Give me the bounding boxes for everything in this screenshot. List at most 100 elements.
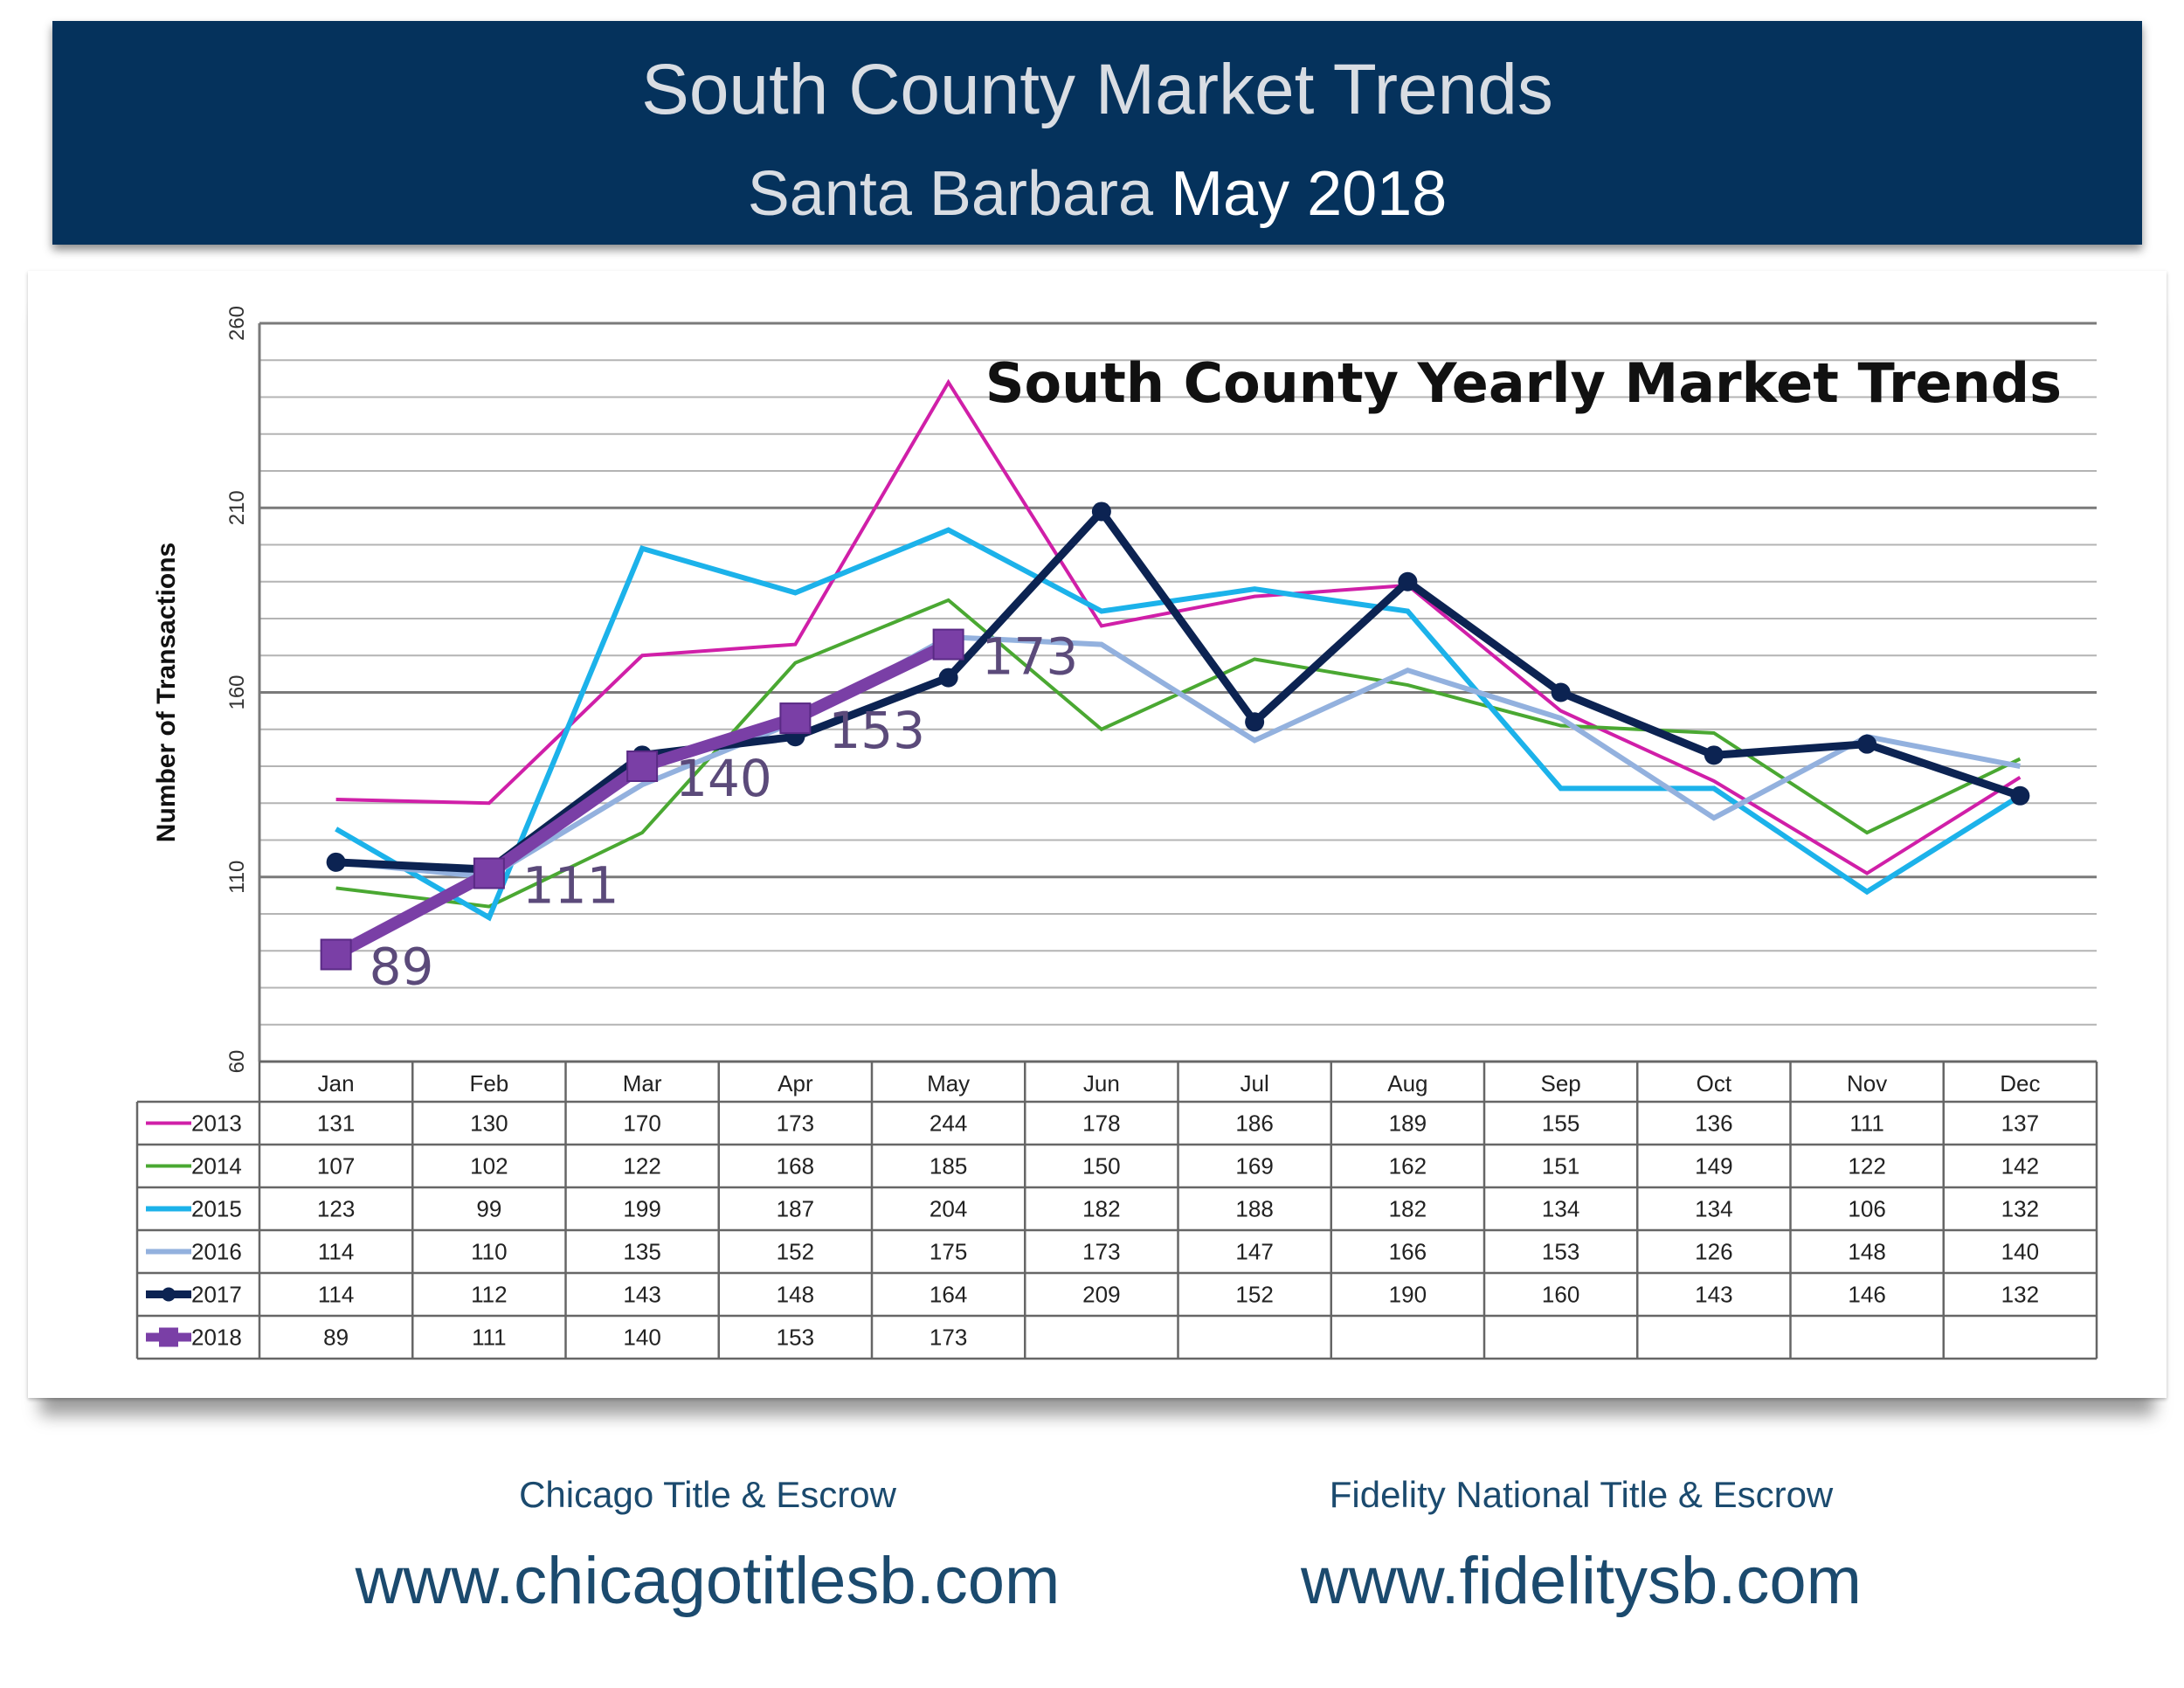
legend-marker-2018 — [159, 1327, 178, 1347]
x-tick-label: Jun — [1083, 1070, 1120, 1097]
x-tick-label: Jul — [1241, 1070, 1269, 1097]
data-label-2018: 111 — [522, 856, 619, 916]
point-2017 — [1857, 734, 1877, 754]
table-cell: 110 — [471, 1239, 507, 1265]
table-cell: 114 — [318, 1239, 354, 1265]
x-tick-label: Jan — [318, 1070, 355, 1097]
table-cell: 153 — [1542, 1239, 1579, 1265]
table-cell: 188 — [1235, 1196, 1273, 1222]
table-cell: 106 — [1848, 1196, 1885, 1222]
table-cell: 173 — [777, 1110, 814, 1137]
y-tick-label: 160 — [225, 675, 249, 709]
table-cell: 89 — [323, 1325, 349, 1351]
table-cell: 150 — [1082, 1153, 1120, 1180]
y-axis-label: Number of Transactions — [152, 543, 181, 842]
table-cell: 130 — [470, 1110, 508, 1137]
point-2017 — [938, 668, 958, 688]
table-cell: 140 — [623, 1325, 660, 1351]
line-chart: 60 110 160 210 260 Number of Transactions Sout… — [135, 306, 2098, 1360]
legend-label-2018: 2018 — [191, 1325, 242, 1351]
data-label-2018: 140 — [675, 749, 772, 808]
table-cell: 122 — [623, 1153, 660, 1180]
point-2017 — [1245, 712, 1265, 732]
chart-card: 60 110 160 210 260 Number of Transactions Sout… — [28, 271, 2167, 1398]
table-cell: 199 — [623, 1196, 660, 1222]
table-cell: 166 — [1389, 1239, 1427, 1265]
table-cell: 173 — [930, 1325, 967, 1351]
data-label-2018: 153 — [828, 701, 925, 760]
table-cell: 114 — [318, 1282, 354, 1308]
x-tick-label: Sep — [1540, 1070, 1580, 1097]
table-cell: 173 — [1082, 1239, 1120, 1265]
page-subtitle: Santa Barbara May 2018 — [52, 163, 2142, 225]
table-cell: 164 — [930, 1282, 967, 1308]
table-cell: 122 — [1848, 1153, 1885, 1180]
point-2017 — [1091, 502, 1111, 522]
table-cell: 132 — [2001, 1196, 2039, 1222]
point-2018 — [320, 938, 352, 971]
legend-label-2017: 2017 — [191, 1282, 242, 1308]
table-cell: 149 — [1695, 1153, 1732, 1180]
x-tick-label: May — [927, 1070, 970, 1097]
legend-label-2016: 2016 — [191, 1239, 242, 1265]
point-2018 — [626, 751, 659, 782]
table-cell: 155 — [1542, 1110, 1579, 1137]
data-label-2018: 173 — [982, 627, 1079, 687]
table-cell: 204 — [930, 1196, 967, 1222]
legend-marker-2017 — [162, 1287, 176, 1302]
x-tick-label: Dec — [2000, 1070, 2040, 1097]
legend-label-2013: 2013 — [191, 1110, 242, 1137]
table-cell: 182 — [1082, 1196, 1120, 1222]
table-cell: 185 — [930, 1153, 967, 1180]
table-cell: 123 — [317, 1196, 355, 1222]
series-line-2016 — [335, 634, 2021, 880]
point-2017 — [1551, 682, 1571, 702]
table-cell: 189 — [1389, 1110, 1427, 1137]
subtitle-location: Santa Barbara — [747, 159, 1154, 229]
point-2017 — [1704, 745, 1724, 765]
page-title: South County Market Trends — [641, 50, 1553, 129]
table-cell: 170 — [623, 1110, 660, 1137]
x-tick-label: Feb — [469, 1070, 508, 1097]
legend-label-2014: 2014 — [191, 1153, 242, 1180]
table-cell: 111 — [472, 1325, 507, 1351]
table-cell: 152 — [777, 1239, 814, 1265]
x-tick-label: Mar — [623, 1070, 662, 1097]
table-cell: 134 — [1695, 1196, 1732, 1222]
x-tick-label: Nov — [1847, 1070, 1887, 1097]
table-cell: 143 — [1695, 1282, 1732, 1308]
point-2018 — [779, 702, 812, 735]
data-label-2018: 89 — [370, 937, 434, 996]
table-cell: 152 — [1235, 1282, 1273, 1308]
table-cell: 175 — [930, 1239, 967, 1265]
fidelity-website-link[interactable]: www.fidelitysb.com — [1301, 1544, 1862, 1618]
point-2018 — [473, 857, 505, 889]
point-2017 — [1398, 571, 1418, 591]
table-cell: 102 — [470, 1153, 508, 1180]
table-cell: 135 — [623, 1239, 660, 1265]
footer-chicago: Chicago Title & Escrow www.chicagotitles… — [227, 1477, 1188, 1615]
table-cell: 244 — [930, 1110, 967, 1137]
table-cell: 187 — [777, 1196, 814, 1222]
table-cell: 137 — [2001, 1110, 2039, 1137]
table-cell: 178 — [1082, 1110, 1120, 1137]
table-cell: 143 — [623, 1282, 660, 1308]
table-cell: 99 — [476, 1196, 501, 1222]
table-cell: 169 — [1235, 1153, 1273, 1180]
header-banner: South County Market Trends Santa Barbara… — [52, 21, 2142, 245]
table-cell: 148 — [777, 1282, 814, 1308]
table-cell: 162 — [1389, 1153, 1427, 1180]
footer-fidelity: Fidelity National Title & Escrow www.fid… — [1101, 1477, 2062, 1615]
table-cell: 147 — [1235, 1239, 1273, 1265]
table-cell: 134 — [1542, 1196, 1579, 1222]
table-cell: 142 — [2001, 1153, 2039, 1180]
table-cell: 209 — [1082, 1282, 1120, 1308]
point-2017 — [2010, 785, 2030, 806]
table-cell: 112 — [471, 1282, 507, 1308]
table-cell: 168 — [777, 1153, 814, 1180]
table-cell: 146 — [1848, 1282, 1885, 1308]
table-cell: 131 — [317, 1110, 355, 1137]
fidelity-company-name: Fidelity National Title & Escrow — [1329, 1474, 1834, 1515]
chicago-website-link[interactable]: www.chicagotitlesb.com — [355, 1544, 1061, 1618]
point-2018 — [932, 628, 964, 661]
